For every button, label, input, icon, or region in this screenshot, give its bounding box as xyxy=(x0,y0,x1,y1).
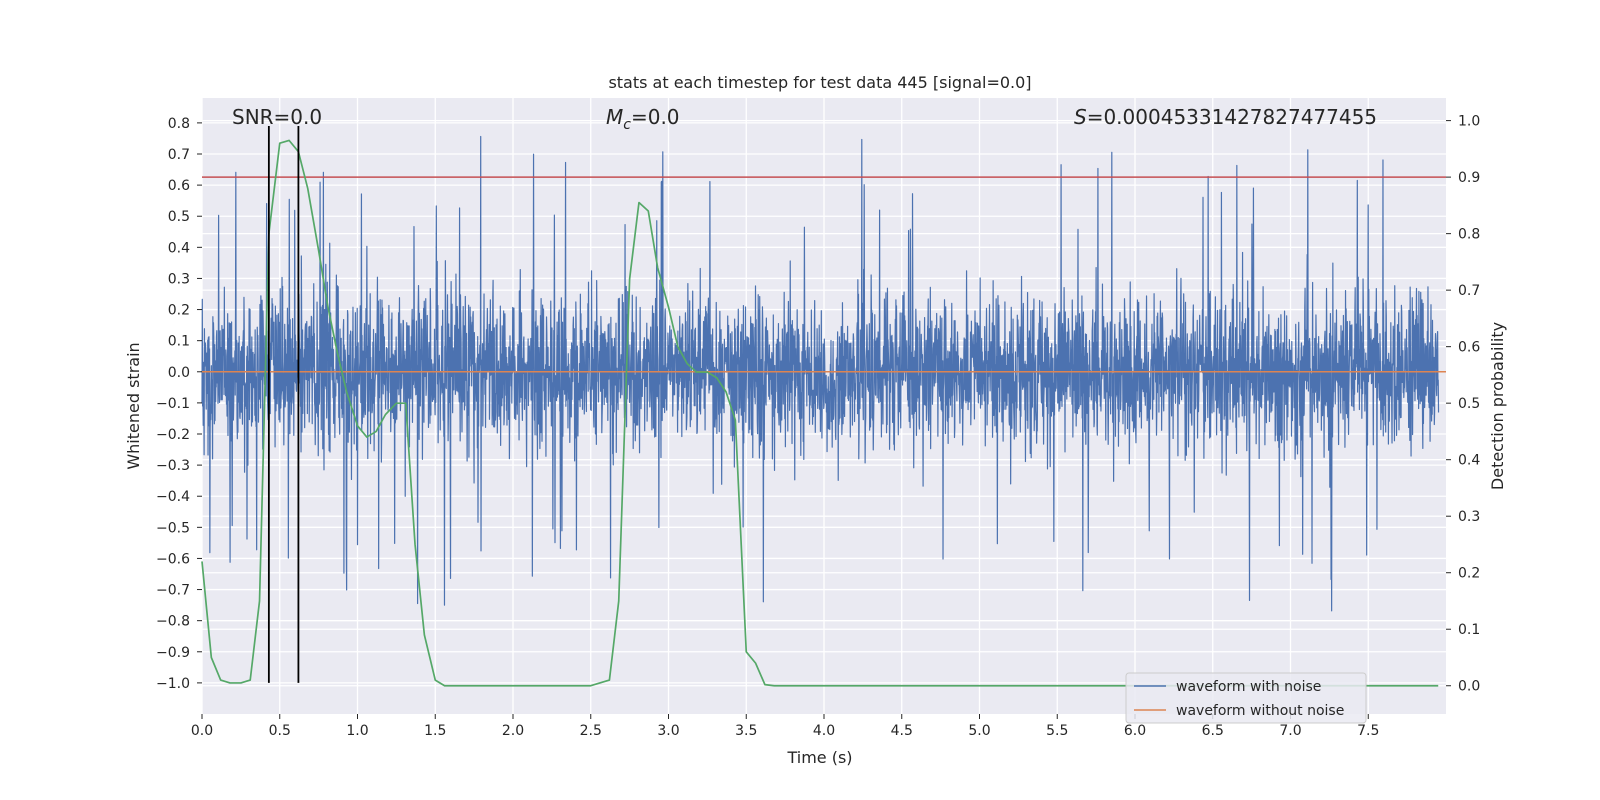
y-right-tick-label: 0.8 xyxy=(1458,227,1480,243)
x-tick-label: 0.5 xyxy=(269,723,291,739)
y-left-tick-label: −0.9 xyxy=(156,645,190,661)
y-left-tick-label: 0.3 xyxy=(168,271,190,287)
y-left-axis-label: Whitened strain xyxy=(124,342,143,469)
chirp-mass-value: =0.0 xyxy=(631,105,680,129)
chirp-mass-symbol: M xyxy=(606,105,623,129)
y-left-tick-label: 0.5 xyxy=(168,209,190,225)
y-right-tick-label: 0.2 xyxy=(1458,566,1480,582)
legend-box xyxy=(1125,672,1367,724)
y-left-tick-label: −1.0 xyxy=(156,676,190,692)
x-tick-label: 7.5 xyxy=(1357,723,1379,739)
waveform-with-noise-series xyxy=(201,135,1440,612)
x-tick-label: 3.0 xyxy=(657,723,679,739)
legend-entry-noise: waveform with noise xyxy=(1176,679,1321,695)
y-left-tick-label: 0.0 xyxy=(168,365,190,381)
x-axis-ticks: 0.0 0.5 1.0 1.5 2.0 2.5 3.0 3.5 4.0 4.5 5.0 5.5 6.0 6… xyxy=(191,714,1379,739)
y-right-tick-label: 0.4 xyxy=(1458,453,1480,469)
s-annotation: S=0.00045331427827477455 xyxy=(1074,105,1377,129)
x-tick-label: 4.5 xyxy=(891,723,913,739)
x-tick-label: 5.0 xyxy=(968,723,990,739)
s-value: =0.00045331427827477455 xyxy=(1087,105,1377,129)
vertical-markers xyxy=(267,126,300,683)
y-right-tick-label: 0.5 xyxy=(1458,396,1480,412)
y-left-tick-label: −0.8 xyxy=(156,614,190,630)
chirp-mass-subscript: c xyxy=(623,117,631,133)
y-left-tick-label: 0.4 xyxy=(168,240,190,256)
x-tick-label: 7.0 xyxy=(1279,723,1301,739)
x-tick-label: 4.0 xyxy=(813,723,835,739)
x-tick-label: 6.0 xyxy=(1124,723,1146,739)
x-tick-label: 1.5 xyxy=(424,723,446,739)
x-tick-label: 6.5 xyxy=(1202,723,1224,739)
y-left-tick-label: −0.2 xyxy=(156,427,190,443)
y-left-tick-label: 0.7 xyxy=(168,147,190,163)
chart-title: stats at each timestep for test data 445… xyxy=(608,73,1031,92)
snr-annotation: SNR=0.0 xyxy=(232,105,322,129)
chirp-mass-annotation: Mc=0.0 xyxy=(606,105,680,133)
s-symbol: S xyxy=(1074,105,1087,129)
legend: waveform with noise waveform without noi… xyxy=(1125,672,1367,724)
detection-probability-line xyxy=(201,139,1439,687)
x-tick-label: 5.5 xyxy=(1046,723,1068,739)
y-left-tick-label: −0.3 xyxy=(156,458,190,474)
y-right-tick-label: 0.0 xyxy=(1458,679,1480,695)
x-axis-label: Time (s) xyxy=(786,748,852,767)
y-right-tick-label: 0.6 xyxy=(1458,340,1480,356)
waveform-with-noise-line xyxy=(201,135,1440,612)
y-right-tick-label: 1.0 xyxy=(1458,114,1480,130)
y-left-tick-label: 0.2 xyxy=(168,303,190,319)
y-right-axis-ticks: 1.0 0.9 0.8 0.7 0.6 0.5 0.4 0.3 0.2 0.1 0.0 xyxy=(1446,114,1480,695)
y-left-tick-label: −0.4 xyxy=(156,489,190,505)
y-left-tick-label: 0.6 xyxy=(168,178,190,194)
x-tick-label: 2.5 xyxy=(580,723,602,739)
y-right-axis-label: Detection probability xyxy=(1488,322,1507,490)
y-right-tick-label: 0.3 xyxy=(1458,509,1480,525)
y-left-tick-label: −0.6 xyxy=(156,551,190,567)
y-right-tick-label: 0.9 xyxy=(1458,170,1480,186)
y-left-tick-label: −0.1 xyxy=(156,396,190,412)
x-tick-label: 1.0 xyxy=(346,723,368,739)
y-left-tick-label: −0.7 xyxy=(156,583,190,599)
x-tick-label: 0.0 xyxy=(191,723,213,739)
y-right-tick-label: 0.7 xyxy=(1458,283,1480,299)
detection-probability-series xyxy=(201,139,1439,687)
y-left-tick-label: 0.1 xyxy=(168,334,190,350)
y-right-tick-label: 0.1 xyxy=(1458,622,1480,638)
y-left-axis-ticks: 0.8 0.7 0.6 0.5 0.4 0.3 0.2 0.1 0.0 −0.1 −0.2 −0.3 −… xyxy=(156,116,202,692)
legend-entry-clean: waveform without noise xyxy=(1176,703,1344,719)
x-tick-label: 3.5 xyxy=(735,723,757,739)
y-left-tick-label: −0.5 xyxy=(156,520,190,536)
x-tick-label: 2.0 xyxy=(502,723,524,739)
y-left-tick-label: 0.8 xyxy=(168,116,190,132)
